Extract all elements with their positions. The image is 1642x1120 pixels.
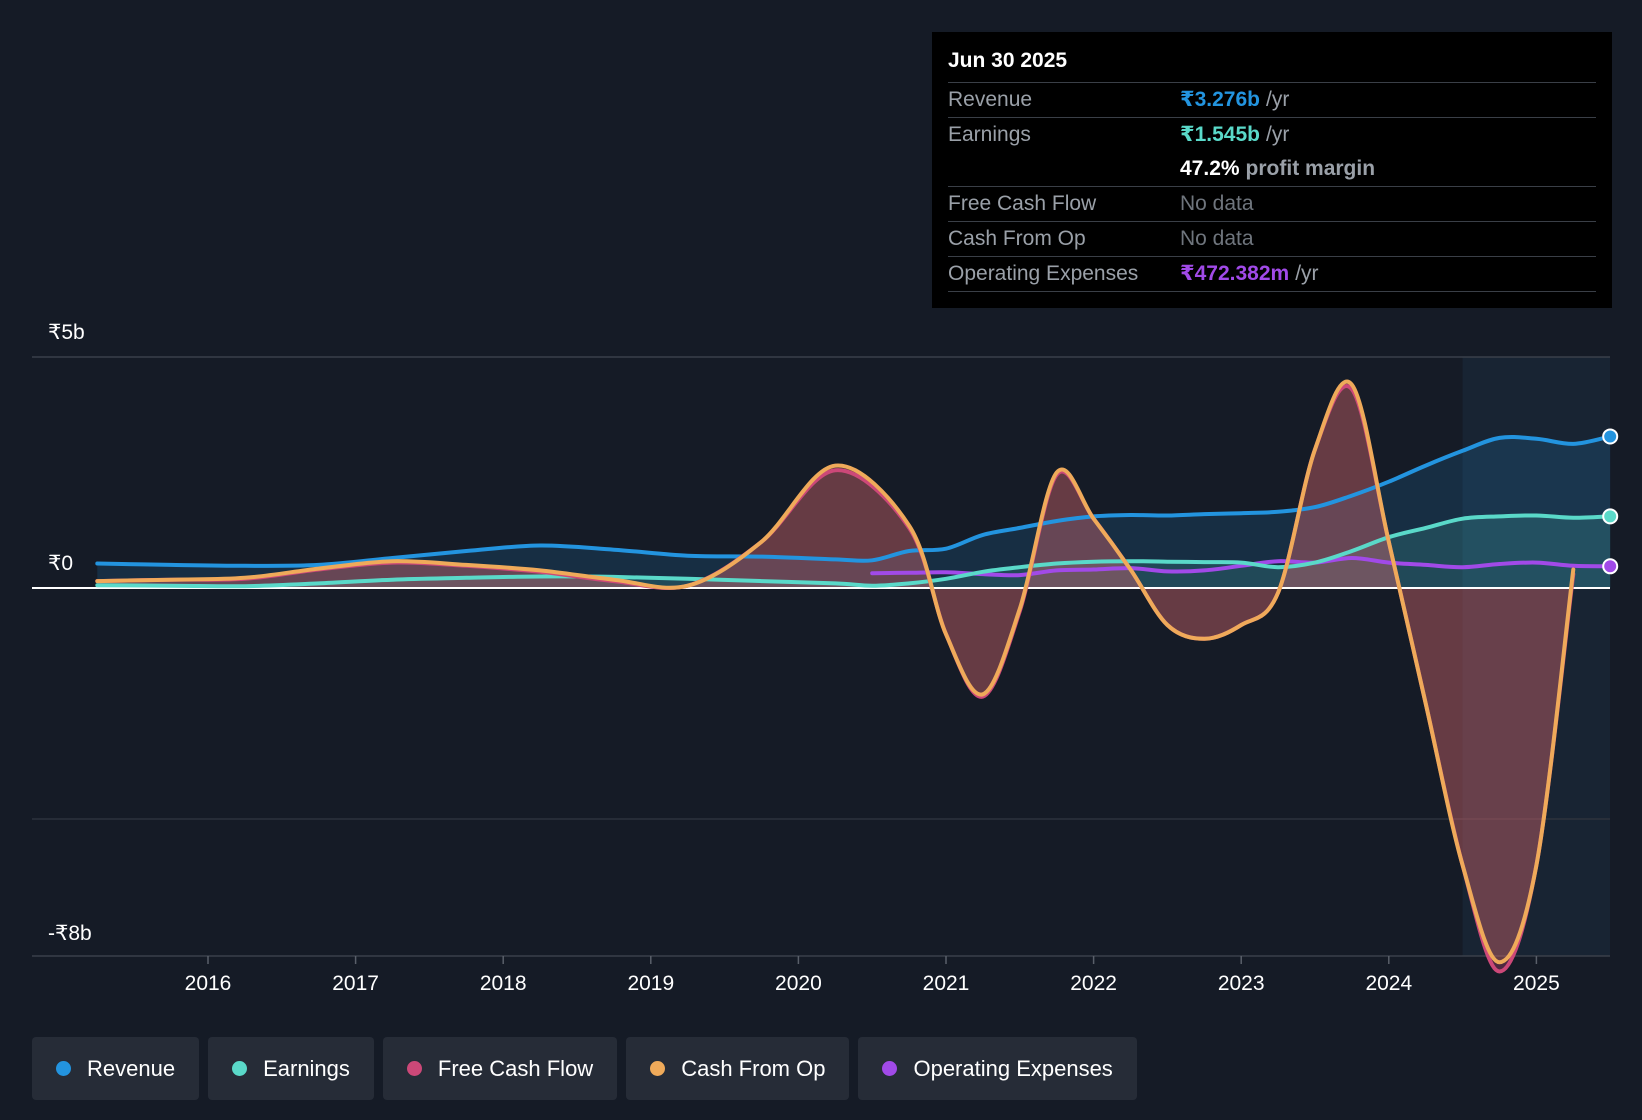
x-tick-label: 2019 — [627, 972, 674, 995]
legend-label: Revenue — [87, 1055, 176, 1081]
tooltip-row-label: Earnings — [948, 123, 1031, 146]
x-tick-label: 2016 — [185, 972, 232, 995]
x-tick-label: 2020 — [775, 972, 822, 995]
legend-item-revenue[interactable]: Revenue — [32, 1037, 200, 1100]
end-marker-operating-expenses — [1602, 558, 1619, 575]
legend-dot-icon — [882, 1061, 898, 1076]
line-earnings — [95, 513, 1613, 589]
line-cash-from-op — [95, 379, 1576, 965]
tooltip-row-value: No data — [1180, 192, 1254, 215]
x-tick-label: 2025 — [1513, 972, 1560, 995]
tooltip-row: Revenue ₹3.276b/yr — [948, 83, 1596, 118]
tooltip-row: Free Cash Flow No data — [948, 187, 1596, 222]
axis-labels: ₹5b ₹0 -₹8b 2016 2017 2018 2019 2020 2021 2022 202… — [48, 321, 1560, 995]
tooltip-row-unit: /yr — [1266, 88, 1290, 111]
tooltip-row: 47.2% profit margin — [948, 152, 1596, 187]
legend-label: Free Cash Flow — [437, 1055, 594, 1081]
area-revenue — [97, 436, 1611, 588]
x-tick-label: 2022 — [1070, 972, 1117, 995]
tooltip-row-value: ₹1.545b — [1180, 123, 1260, 146]
tooltip-row-unit: /yr — [1295, 262, 1319, 285]
area-cash-from-op — [97, 381, 1574, 963]
end-markers — [1602, 428, 1619, 575]
tooltip-row-label: Revenue — [948, 88, 1033, 111]
line-operating-expenses — [870, 555, 1613, 578]
x-tick-label: 2017 — [332, 972, 379, 995]
legend-item-operating-expenses[interactable]: Operating Expenses — [858, 1037, 1137, 1100]
tooltip-row-label: Free Cash Flow — [948, 192, 1097, 215]
legend-item-free-cash-flow[interactable]: Free Cash Flow — [382, 1037, 618, 1100]
series-areas — [97, 381, 1611, 972]
legend-item-earnings[interactable]: Earnings — [208, 1037, 374, 1100]
tooltip-row: Operating Expenses ₹472.382m/yr — [948, 257, 1596, 292]
tooltip-row: Earnings ₹1.545b/yr — [948, 118, 1596, 152]
area-free-cash-flow — [97, 385, 1574, 972]
chart: ₹5b ₹0 -₹8b 2016 2017 2018 2019 2020 2021 2022 202… — [32, 321, 1619, 995]
area-earnings — [97, 515, 1611, 588]
legend-label: Cash From Op — [681, 1055, 826, 1081]
end-marker-revenue — [1602, 428, 1619, 445]
tooltip-row-label: Operating Expenses — [948, 262, 1139, 285]
line-revenue — [95, 434, 1613, 568]
series-lines — [32, 379, 1613, 974]
tooltip-row-label: Cash From Op — [948, 227, 1086, 250]
y-tick-label: ₹5b — [48, 321, 85, 344]
x-tick-label: 2023 — [1218, 972, 1265, 995]
x-tick-label: 2021 — [923, 972, 970, 995]
tooltip-row: Cash From Op No data — [948, 222, 1596, 257]
tooltip-date: Jun 30 2025 — [948, 46, 1596, 83]
legend: Revenue Earnings Free Cash Flow Cash From O… — [32, 1037, 1137, 1100]
y-tick-label: -₹8b — [48, 922, 92, 945]
legend-label: Operating Expenses — [913, 1055, 1113, 1081]
legend-label: Earnings — [263, 1055, 350, 1081]
x-tick-label: 2024 — [1365, 972, 1412, 995]
legend-dot-icon — [406, 1061, 422, 1076]
legend-item-cash-from-op[interactable]: Cash From Op — [626, 1037, 850, 1100]
end-marker-earnings — [1602, 508, 1619, 525]
tooltip-row-unit: profit margin — [1245, 157, 1376, 180]
grid-lines — [32, 356, 1610, 957]
tooltip-row-value: ₹3.276b — [1180, 88, 1260, 111]
y-tick-label: ₹0 — [48, 552, 73, 575]
tooltip-row-value: ₹472.382m — [1180, 262, 1290, 285]
tooltip-row-value: No data — [1180, 227, 1254, 250]
tooltip-rows: Revenue ₹3.276b/yr Earnings ₹1.545b/yr 47.2%… — [948, 83, 1596, 292]
x-tick-label: 2018 — [480, 972, 527, 995]
tooltip-row-label — [948, 152, 1180, 186]
tooltip-panel: Jun 30 2025 Revenue ₹3.276b/yr Earnings ₹1.… — [932, 32, 1612, 308]
tooltip-row-unit: /yr — [1266, 123, 1290, 146]
legend-dot-icon — [232, 1061, 248, 1076]
tooltip-row-value: 47.2% — [1180, 157, 1240, 180]
legend-dot-icon — [650, 1061, 666, 1076]
legend-dot-icon — [56, 1061, 71, 1076]
